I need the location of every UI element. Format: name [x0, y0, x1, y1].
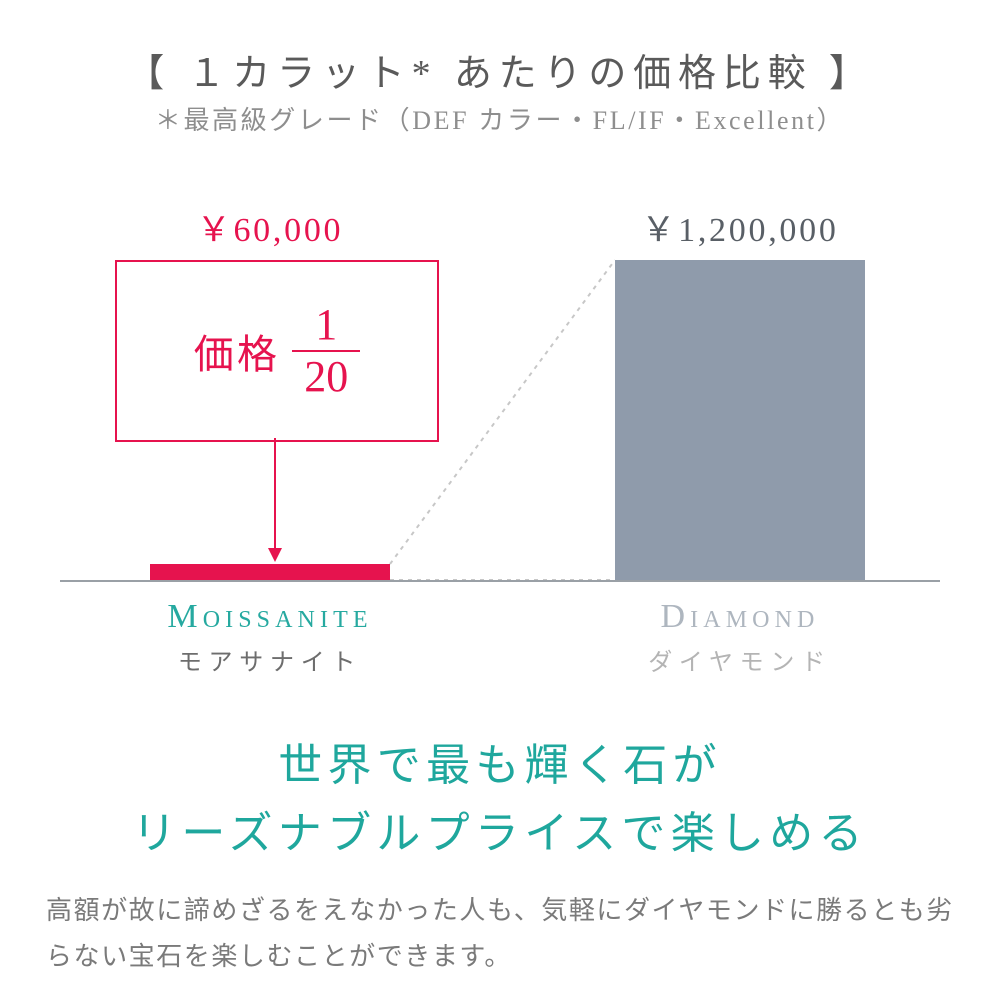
price-fraction: 1 20: [292, 302, 360, 400]
diamond-label-jp: ダイヤモンド: [540, 642, 940, 677]
price-fraction-callout: 価格 1 20: [115, 260, 439, 442]
fraction-denominator: 20: [304, 352, 348, 400]
title: 【 １カラット* あたりの価格比較 】: [0, 42, 1000, 97]
diamond-label-en: Diamond: [540, 598, 940, 636]
moissanite-bar: [150, 564, 390, 580]
moissanite-label-en: Moissanite: [70, 598, 470, 636]
diamond-bar: [615, 260, 865, 580]
infographic-root: 【 １カラット* あたりの価格比較 】 ＊最高級グレード（DEF カラー・FL/…: [0, 0, 1000, 1000]
callout-label: 価格: [194, 322, 280, 380]
diamond-price-label: ￥1,200,000: [540, 202, 940, 251]
chart-baseline: [60, 580, 940, 582]
moissanite-price-label: ￥60,000: [70, 202, 470, 251]
headline: 世界で最も輝く石が リーズナブルプライスで楽しめる: [0, 732, 1000, 868]
price-comparison-chart: ￥60,000 ￥1,200,000 価格 1 20 Moissanite モア…: [60, 170, 940, 600]
headline-line-2: リーズナブルプライスで楽しめる: [132, 809, 868, 858]
body-text: 高額が故に諦めざるをえなかった人も、気軽にダイヤモンドに勝るとも劣らない宝石を楽…: [46, 888, 954, 979]
fraction-numerator: 1: [309, 302, 343, 350]
moissanite-label-jp: モアサナイト: [70, 642, 470, 677]
headline-line-1: 世界で最も輝く石が: [278, 741, 722, 790]
subtitle: ＊最高級グレード（DEF カラー・FL/IF・Excellent）: [0, 100, 1000, 137]
